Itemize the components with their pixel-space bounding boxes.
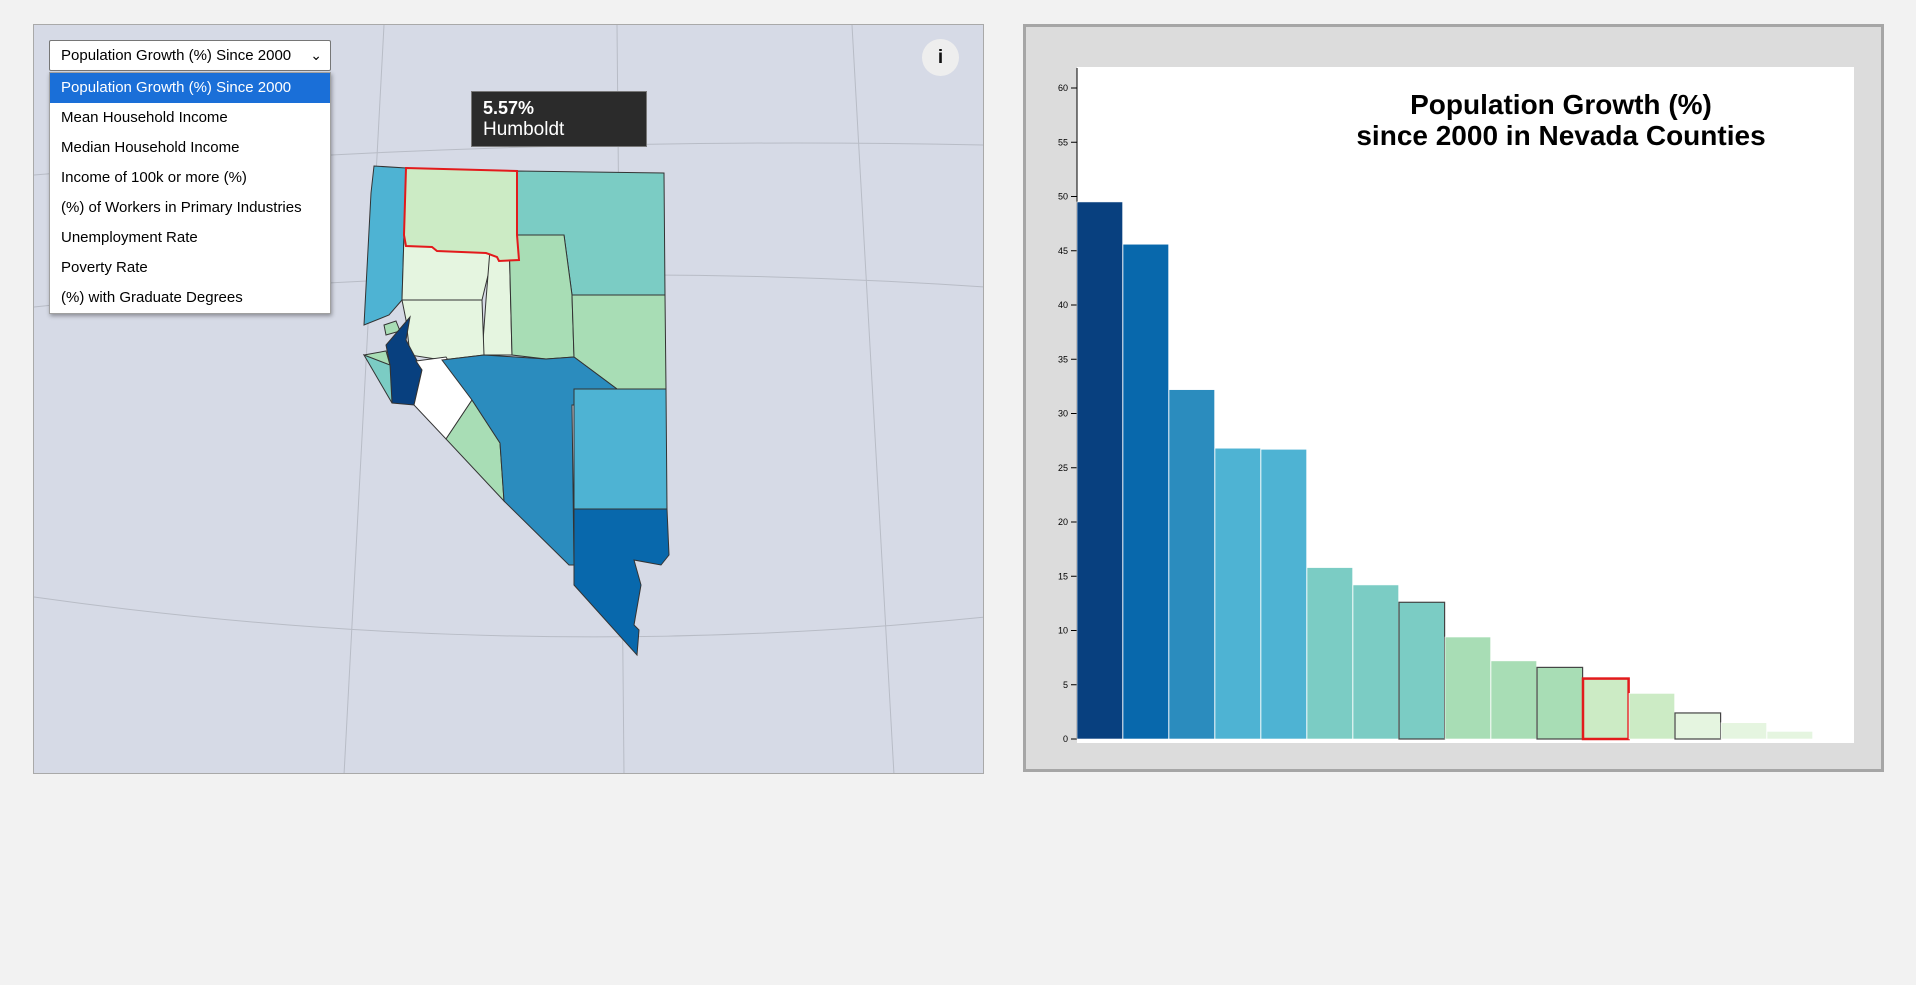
county-nye[interactable] [441, 354, 618, 566]
bar[interactable] [1398, 601, 1446, 740]
chart-title: Population Growth (%) since 2000 in Neva… [1186, 89, 1916, 151]
y-tick-label: 35 [1058, 354, 1068, 364]
option-unemployment-rate[interactable]: Unemployment Rate [61, 229, 198, 246]
y-tick-label: 20 [1058, 517, 1068, 527]
bar[interactable] [1168, 389, 1215, 740]
county-clark[interactable] [573, 508, 670, 657]
chevron-down-icon: ⌄ [310, 47, 322, 63]
county-shapes[interactable] [362, 165, 670, 657]
county-churchill[interactable] [401, 299, 485, 361]
bars[interactable] [1076, 201, 1813, 741]
y-axis: 0 5 10 15 20 25 30 35 40 45 50 55 60 [1058, 68, 1078, 744]
option-primary-industries[interactable]: (%) of Workers in Primary Industries [61, 199, 302, 216]
y-tick-label: 60 [1058, 83, 1068, 93]
county-washoe[interactable] [363, 165, 407, 326]
chart-panel: 0 5 10 15 20 25 30 35 40 45 50 55 60 Population Grow… [1023, 24, 1884, 772]
bar[interactable] [1766, 731, 1813, 740]
y-tick-label: 30 [1058, 409, 1068, 419]
y-tick-label: 10 [1058, 626, 1068, 636]
option-mean-household-income[interactable]: Mean Household Income [61, 109, 228, 126]
bar[interactable] [1444, 636, 1491, 740]
y-tick-label: 45 [1058, 246, 1068, 256]
bar[interactable] [1490, 660, 1537, 740]
county-humboldt[interactable] [402, 166, 521, 263]
option-population-growth[interactable]: Population Growth (%) Since 2000 [50, 73, 330, 103]
bar[interactable] [1628, 693, 1675, 740]
info-button[interactable]: i [922, 39, 959, 76]
y-tick-label: 50 [1058, 192, 1068, 202]
y-tick-label: 40 [1058, 300, 1068, 310]
bar[interactable] [1581, 677, 1630, 741]
chart-title-line2: since 2000 in Nevada Counties [1356, 120, 1766, 151]
indicator-select-value: Population Growth (%) Since 2000 [61, 47, 292, 64]
chart-title-line1: Population Growth (%) [1410, 89, 1712, 120]
county-lyon[interactable] [385, 315, 423, 406]
bar[interactable] [1306, 567, 1353, 740]
county-douglas-lowland[interactable] [362, 354, 393, 404]
bar[interactable] [1536, 666, 1584, 740]
y-tick-label: 5 [1063, 680, 1068, 690]
option-median-household-income[interactable]: Median Household Income [61, 139, 240, 156]
y-tick-label: 0 [1063, 734, 1068, 744]
bar[interactable] [1076, 201, 1123, 740]
option-graduate-degrees[interactable]: (%) with Graduate Degrees [61, 289, 243, 306]
bar[interactable] [1720, 722, 1767, 740]
bar[interactable] [1260, 449, 1307, 740]
bar-chart: 0 5 10 15 20 25 30 35 40 45 50 55 60 [1058, 67, 1854, 744]
info-icon: i [937, 47, 944, 68]
bar[interactable] [1214, 447, 1261, 740]
bar[interactable] [1674, 712, 1722, 740]
county-lincoln[interactable] [573, 388, 668, 510]
y-tick-label: 55 [1058, 137, 1068, 147]
tooltip-value: 5.57% [483, 98, 535, 118]
tooltip-county: Humboldt [483, 119, 565, 140]
nevada-choropleth-map[interactable] [34, 25, 984, 774]
y-tick-label: 15 [1058, 571, 1068, 581]
map-tooltip: 5.57% Humboldt [471, 91, 647, 147]
map-panel[interactable]: Population Growth (%) Since 2000 ⌄ Popul… [33, 24, 984, 774]
y-tick-label: 25 [1058, 463, 1068, 473]
option-income-100k[interactable]: Income of 100k or more (%) [61, 169, 247, 186]
indicator-options-list[interactable]: Population Growth (%) Since 2000 Mean Ho… [49, 72, 331, 314]
option-poverty-rate[interactable]: Poverty Rate [61, 259, 148, 276]
indicator-select[interactable]: Population Growth (%) Since 2000 ⌄ [49, 40, 331, 71]
bar[interactable] [1122, 243, 1169, 740]
bar[interactable] [1352, 584, 1399, 740]
